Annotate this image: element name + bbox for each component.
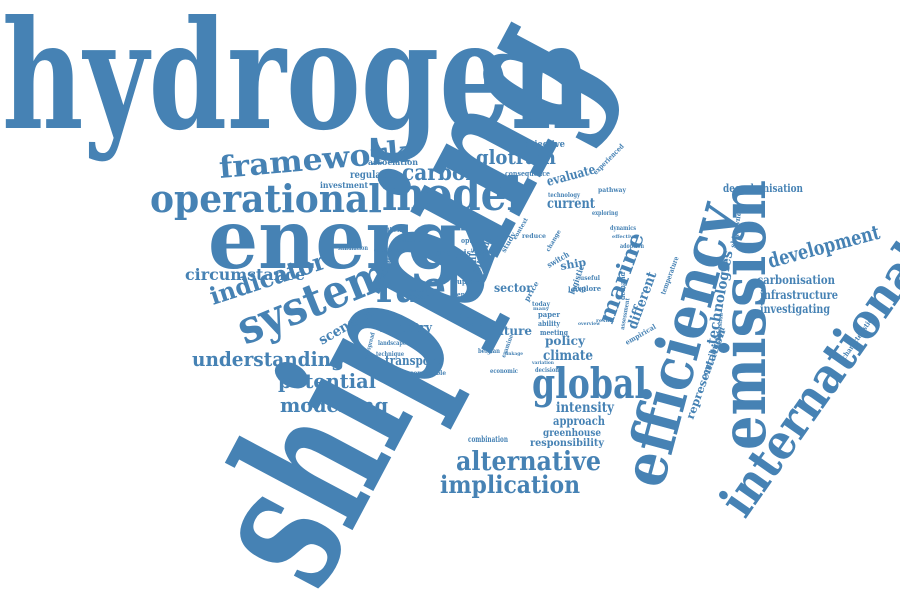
word-current: current (547, 196, 595, 212)
word-future: future (490, 324, 532, 338)
word-dynamics: dynamics (610, 225, 637, 232)
word-option: option (461, 236, 483, 245)
word-overview: overview (578, 321, 601, 327)
word-landscape: landscape (378, 340, 406, 347)
word-combination: combination (468, 434, 508, 444)
word-regulation: regulation (350, 170, 401, 181)
word-carbonisation: carbonisation (757, 273, 835, 287)
word-greenhouse: greenhouse (543, 428, 601, 439)
word-decision: decision (535, 367, 560, 374)
word-demand: demand (618, 272, 627, 300)
word-model: model (382, 167, 522, 221)
word-pathway: pathway (598, 187, 627, 194)
word-compatible: compatible (410, 370, 446, 377)
word-emission: emission (707, 180, 780, 450)
word-research: research (406, 291, 436, 301)
word-intensity: intensity (556, 400, 615, 416)
word-potential: potential (278, 369, 376, 393)
word-explore: explore (573, 284, 602, 293)
word-reduce: reduce (522, 233, 546, 240)
word-uptake: uptake (457, 277, 484, 286)
word-trend: trend (451, 290, 469, 299)
word-hydrogen: hydrogen (2, 0, 592, 164)
word-variation: variation (531, 360, 554, 366)
word-climate: climate (543, 348, 593, 364)
word-evidence: evidence (398, 237, 424, 244)
word-bottom: bottom (410, 288, 429, 294)
word-association: association (368, 157, 418, 167)
word-adoption: adoption (620, 243, 645, 250)
word-operational: operational (150, 176, 382, 221)
word-fuel: fuel (376, 262, 461, 313)
word-sector: sector (494, 281, 533, 295)
word-responsibility: responsibility (530, 438, 605, 449)
word-today: today (532, 301, 551, 308)
word-effective: effective (612, 234, 636, 240)
word-global: global (532, 359, 647, 408)
word-policy: policy (545, 334, 586, 348)
word-decarbonisation: decarbonisation (723, 182, 803, 195)
word-technique: technique (376, 351, 404, 358)
word-energy: energy (208, 192, 510, 288)
word-approach: approach (553, 414, 605, 428)
word-combustion: combustion (715, 312, 725, 345)
word-useful: useful (580, 275, 601, 282)
word-despite: despite (460, 321, 482, 328)
word-result: result (596, 318, 615, 324)
word-implication: implication (440, 470, 580, 499)
word-infrastructure: infrastructure (760, 288, 838, 302)
word-indice: indice (460, 313, 480, 320)
word-level: level (568, 285, 586, 294)
word-circumstance: circumstance (185, 265, 305, 284)
word-belgian: belgian (478, 348, 501, 355)
word-alternative: alternative (456, 447, 601, 477)
word-investment: investment (320, 180, 368, 190)
word-technology: technology (548, 192, 580, 199)
word-ship: ship (559, 256, 587, 273)
word-carbon: carbon (402, 160, 480, 186)
word-hypothesis: hypothesis (374, 227, 405, 234)
word-ability: ability (538, 319, 561, 328)
word-linkage: linkage (505, 351, 523, 357)
word-industry: industry (380, 321, 432, 336)
word-modelling: modelling (280, 393, 388, 417)
word-consequence: consequence (505, 169, 550, 178)
word-objective: objective (523, 140, 565, 150)
word-understanding: understanding (192, 347, 344, 371)
word-many: many (533, 306, 550, 312)
word-dangerous: dangerous (374, 247, 405, 254)
word-tails: tails (469, 248, 479, 270)
word-development: development (765, 220, 883, 273)
word-analysis: analysis (436, 249, 471, 259)
word-glotram: glotram (476, 145, 556, 169)
word-investigating: investigating (760, 302, 830, 316)
word-economic: economic (490, 368, 518, 375)
word-simulation: simulation (338, 245, 369, 252)
word-exploring: exploring (592, 210, 619, 217)
word-transport: transport (385, 354, 440, 369)
word-paper: paper (538, 310, 560, 319)
word-meeting: meeting (540, 328, 568, 337)
